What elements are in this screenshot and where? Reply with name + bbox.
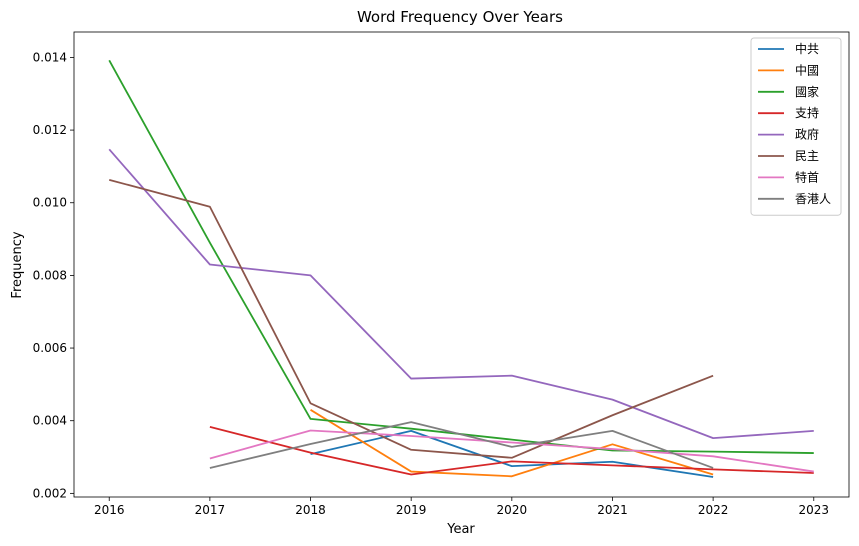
legend-label: 民主: [795, 149, 819, 163]
y-tick-label: 0.010: [33, 196, 67, 210]
series-line-5: [108, 148, 814, 440]
series-line-6: [108, 178, 714, 459]
legend-label: 特首: [795, 169, 819, 184]
series-line-1: [310, 429, 714, 478]
series-line-7: [209, 429, 814, 473]
x-tick-label: 2022: [698, 503, 729, 517]
legend-label: 香港人: [795, 192, 831, 206]
plot-frame: [73, 31, 850, 498]
y-axis-title: Frequency: [10, 231, 25, 298]
y-tick-label: 0.006: [33, 341, 67, 355]
y-axis: 0.002 0.004 0.006 0.008 0.010 0.012 0.014: [33, 50, 74, 500]
y-tick-label: 0.014: [33, 50, 67, 64]
legend-label: 中國: [795, 62, 819, 77]
y-tick-label: 0.012: [33, 123, 67, 137]
chart-title: Word Frequency Over Years: [357, 8, 563, 26]
x-tick-label: 2016: [94, 503, 125, 517]
legend-label: 政府: [795, 127, 819, 142]
x-tick-label: 2023: [798, 503, 829, 517]
legend-box: [750, 37, 842, 216]
series-lines: [108, 59, 814, 478]
x-axis-title: Year: [446, 522, 475, 537]
x-tick-label: 2017: [195, 503, 226, 517]
legend-label: 國家: [795, 84, 819, 99]
series-line-3: [108, 59, 814, 454]
legend-label: 支持: [795, 105, 819, 120]
x-tick-label: 2020: [497, 503, 528, 517]
x-tick-label: 2021: [597, 503, 628, 517]
legend-label: 中共: [795, 41, 819, 56]
y-tick-label: 0.002: [33, 486, 67, 500]
series-line-2: [310, 409, 714, 478]
y-tick-label: 0.008: [33, 268, 67, 282]
y-tick-label: 0.004: [33, 414, 67, 428]
x-axis: 2016 2017 2018 2019 2020 2021 2022 2023: [94, 497, 829, 517]
x-tick-label: 2019: [396, 503, 427, 517]
series-line-8: [209, 421, 714, 469]
x-tick-label: 2018: [295, 503, 326, 517]
series-line-4: [209, 426, 814, 476]
